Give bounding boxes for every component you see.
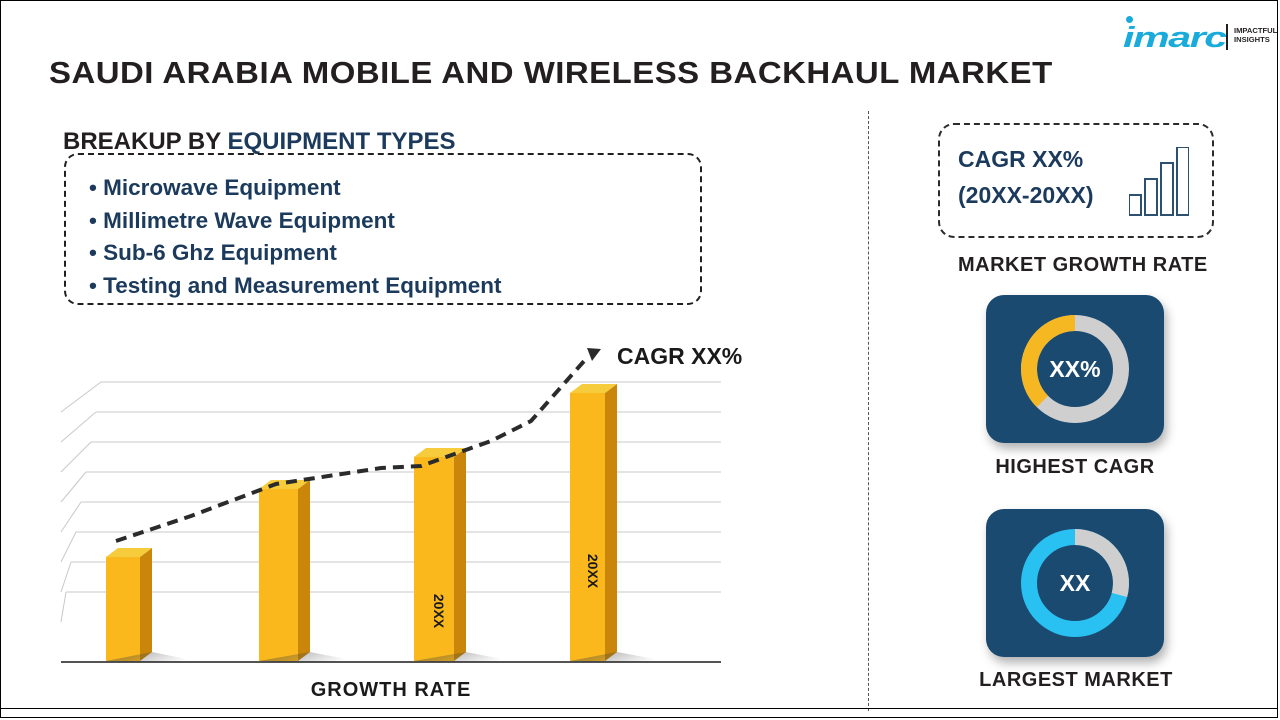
svg-text:20XX: 20XX bbox=[431, 594, 447, 629]
svg-text:20XX: 20XX bbox=[585, 554, 601, 589]
svg-text:XX: XX bbox=[1060, 570, 1091, 596]
svg-text:CAGR XX%: CAGR XX% bbox=[617, 343, 742, 369]
svg-text:XX%: XX% bbox=[1049, 356, 1100, 382]
svg-text:GROWTH RATE: GROWTH RATE bbox=[311, 679, 472, 701]
